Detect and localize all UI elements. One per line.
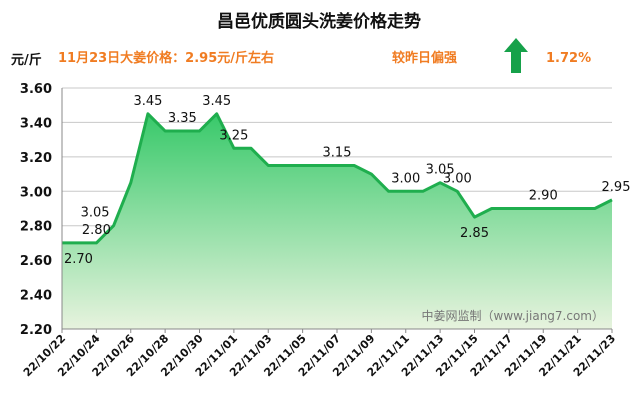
data-label: 3.00 [391, 171, 420, 186]
price-line [62, 112, 613, 245]
data-label: 2.70 [64, 252, 93, 267]
trend-comparison: 较昨日偏强 [392, 50, 457, 66]
change-percent: 1.72% [546, 51, 591, 66]
y-axis-ticks: 2.20 2.40 2.60 2.80 3.00 3.20 3.40 3.60 [20, 82, 52, 338]
data-labels: 2.702.803.053.453.353.453.253.153.003.05… [64, 94, 630, 267]
price-summary: 11月23日大姜价格：2.95元/斤左右 [58, 50, 274, 66]
data-label: 3.05 [426, 163, 455, 178]
price-area [62, 113, 612, 329]
watermark: 中姜网监制（www.jiang7.com） [422, 308, 604, 323]
data-label: 3.25 [219, 128, 248, 143]
data-label: 2.85 [460, 226, 489, 241]
data-label: 2.90 [529, 189, 558, 204]
y-tick-label: 3.00 [20, 185, 52, 200]
data-label: 3.45 [202, 94, 231, 109]
y-tick-label: 3.60 [20, 82, 52, 97]
chart-title: 昌邑优质圆头洗姜价格走势 [217, 11, 421, 32]
y-tick-label: 3.40 [20, 116, 52, 131]
up-arrow-icon [504, 38, 528, 73]
data-label: 3.45 [133, 94, 162, 109]
data-label: 3.00 [443, 171, 472, 186]
data-label: 3.05 [81, 206, 110, 221]
x-axis-ticks: 22/10/2222/10/2422/10/2622/10/2822/10/30… [21, 329, 618, 379]
data-label: 3.35 [168, 111, 197, 126]
y-tick-label: 2.80 [20, 220, 52, 235]
y-tick-label: 2.60 [20, 254, 52, 269]
data-label: 3.15 [323, 145, 352, 160]
y-axis-unit: 元/斤 [11, 52, 42, 68]
data-label: 2.80 [82, 223, 111, 238]
y-tick-label: 3.20 [20, 151, 52, 166]
y-tick-label: 2.40 [20, 289, 52, 304]
y-tick-label: 2.20 [20, 323, 52, 338]
data-label: 2.95 [602, 180, 631, 195]
